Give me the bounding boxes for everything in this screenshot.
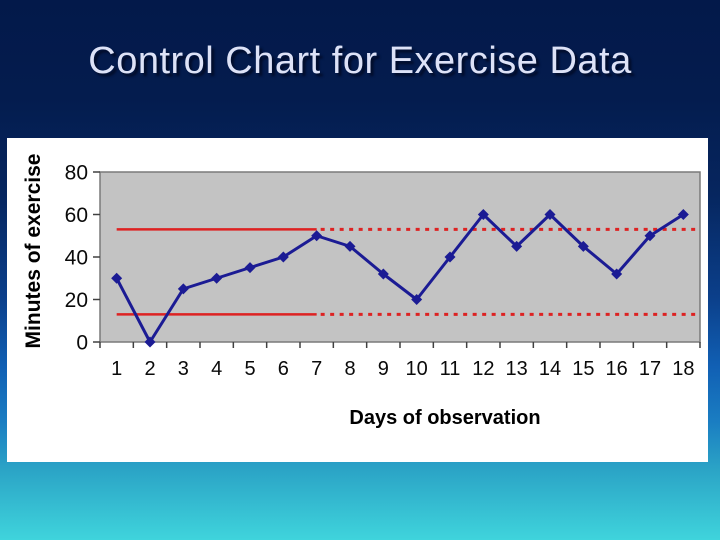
x-tick-label: 4: [211, 358, 222, 380]
x-tick-label: 1: [111, 358, 122, 380]
data-point-day-15: [577, 240, 589, 252]
x-tick-label: 3: [178, 358, 189, 380]
data-point-day-14: [544, 209, 556, 220]
x-tick-label: 18: [672, 358, 694, 380]
data-point-day-7: [311, 230, 323, 242]
x-tick-label: 13: [506, 358, 528, 380]
x-tick-label: 11: [440, 358, 461, 380]
y-tick-label: 60: [65, 204, 88, 227]
data-point-day-3: [177, 283, 189, 295]
x-tick-label: 10: [406, 358, 428, 380]
data-point-day-13: [511, 240, 523, 252]
x-tick-label: 5: [244, 358, 255, 380]
data-point-day-9: [377, 268, 389, 280]
x-tick-label: 8: [344, 358, 355, 380]
slide-title: Control Chart for Exercise Data: [88, 40, 632, 82]
data-point-day-10: [411, 294, 423, 305]
data-point-day-2: [144, 336, 156, 348]
y-tick-label: 40: [65, 246, 88, 269]
data-point-day-18: [677, 209, 689, 220]
y-tick-label: 20: [65, 289, 88, 312]
data-point-day-8: [344, 240, 356, 252]
x-tick-label: 2: [144, 358, 155, 380]
x-tick-label: 9: [378, 358, 389, 380]
data-point-day-11: [444, 251, 456, 263]
y-tick-label: 0: [76, 331, 88, 354]
x-tick-label: 15: [572, 358, 594, 380]
data-point-day-5: [244, 262, 256, 274]
plot-area: [99, 171, 701, 343]
y-tick-label: 80: [65, 161, 88, 184]
x-tick-label: 12: [472, 358, 494, 380]
x-axis-title: Days of observation: [349, 407, 540, 429]
x-tick-label: 7: [311, 358, 322, 380]
data-point-day-16: [611, 268, 623, 280]
data-point-day-1: [111, 272, 123, 284]
x-tick-label: 17: [639, 358, 661, 380]
x-tick-label: 16: [606, 358, 628, 380]
data-point-day-12: [477, 209, 489, 220]
data-point-day-4: [211, 272, 223, 284]
data-point-day-17: [644, 230, 656, 242]
data-point-day-6: [277, 251, 289, 263]
chart-panel: 0 20 40 60 80 1 2 3 4 5 6 7 8 9 10 11 12 13 14 15 16 17 18 Minu…: [7, 138, 708, 462]
data-line: [115, 213, 685, 344]
y-axis-title: Minutes of exercise: [22, 154, 45, 349]
x-tick-label: 14: [539, 358, 561, 380]
x-tick-label: 6: [278, 358, 289, 380]
